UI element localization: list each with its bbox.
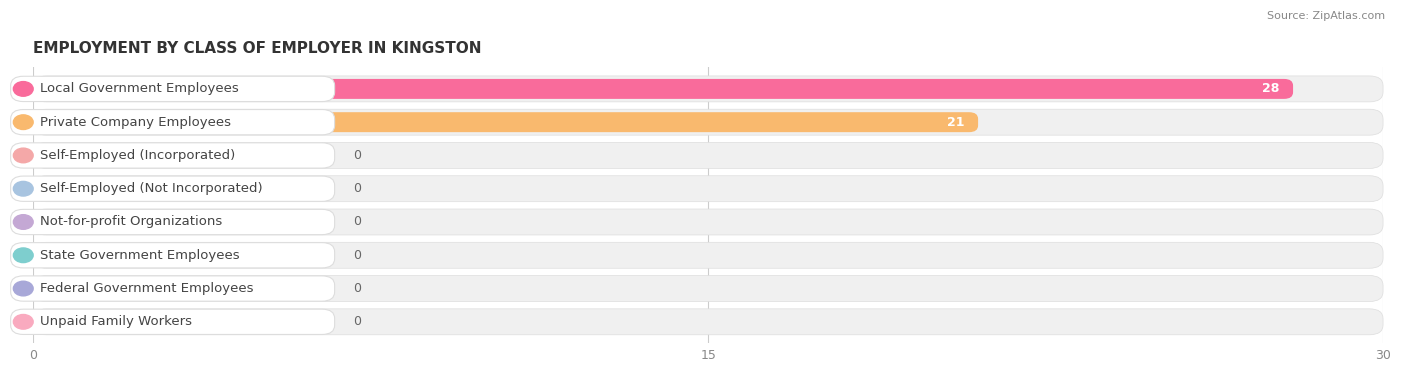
FancyBboxPatch shape <box>34 309 1384 335</box>
FancyBboxPatch shape <box>34 112 979 132</box>
FancyBboxPatch shape <box>11 110 335 135</box>
FancyBboxPatch shape <box>34 242 1384 268</box>
Circle shape <box>14 281 34 296</box>
FancyBboxPatch shape <box>34 109 1384 135</box>
FancyBboxPatch shape <box>34 143 1384 169</box>
Circle shape <box>14 248 34 263</box>
Text: Local Government Employees: Local Government Employees <box>39 83 239 95</box>
Text: 0: 0 <box>353 315 360 328</box>
Text: EMPLOYMENT BY CLASS OF EMPLOYER IN KINGSTON: EMPLOYMENT BY CLASS OF EMPLOYER IN KINGS… <box>34 41 482 57</box>
FancyBboxPatch shape <box>11 309 335 334</box>
FancyBboxPatch shape <box>11 176 335 201</box>
Text: Self-Employed (Incorporated): Self-Employed (Incorporated) <box>39 149 235 162</box>
FancyBboxPatch shape <box>34 179 146 199</box>
Text: 0: 0 <box>353 282 360 295</box>
FancyBboxPatch shape <box>34 312 146 332</box>
FancyBboxPatch shape <box>34 146 146 166</box>
Text: Self-Employed (Not Incorporated): Self-Employed (Not Incorporated) <box>39 182 263 195</box>
Text: Unpaid Family Workers: Unpaid Family Workers <box>39 315 191 328</box>
FancyBboxPatch shape <box>11 143 335 168</box>
FancyBboxPatch shape <box>34 245 146 265</box>
FancyBboxPatch shape <box>34 209 1384 235</box>
Text: 21: 21 <box>948 116 965 129</box>
Circle shape <box>14 148 34 163</box>
Text: 0: 0 <box>353 182 360 195</box>
Circle shape <box>14 314 34 329</box>
Text: 28: 28 <box>1263 83 1279 95</box>
Circle shape <box>14 181 34 196</box>
Text: 0: 0 <box>353 149 360 162</box>
Text: Federal Government Employees: Federal Government Employees <box>39 282 253 295</box>
Text: Private Company Employees: Private Company Employees <box>39 116 231 129</box>
FancyBboxPatch shape <box>11 276 335 301</box>
Text: Not-for-profit Organizations: Not-for-profit Organizations <box>39 216 222 228</box>
Circle shape <box>14 81 34 96</box>
FancyBboxPatch shape <box>11 209 335 234</box>
Text: 0: 0 <box>353 216 360 228</box>
Text: State Government Employees: State Government Employees <box>39 249 239 262</box>
FancyBboxPatch shape <box>34 212 146 232</box>
Text: 0: 0 <box>353 249 360 262</box>
FancyBboxPatch shape <box>11 243 335 268</box>
FancyBboxPatch shape <box>34 76 1384 102</box>
Text: Source: ZipAtlas.com: Source: ZipAtlas.com <box>1267 11 1385 21</box>
FancyBboxPatch shape <box>11 76 335 101</box>
FancyBboxPatch shape <box>34 79 1294 99</box>
Circle shape <box>14 215 34 229</box>
FancyBboxPatch shape <box>34 276 1384 302</box>
FancyBboxPatch shape <box>34 279 146 299</box>
FancyBboxPatch shape <box>34 176 1384 202</box>
Circle shape <box>14 115 34 129</box>
